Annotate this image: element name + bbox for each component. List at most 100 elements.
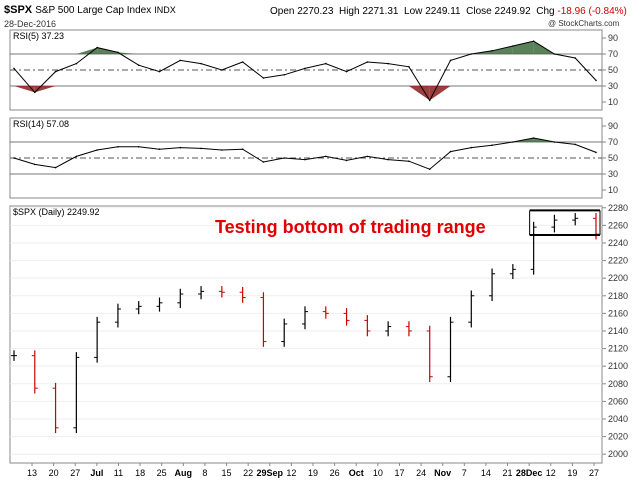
rsi-point	[324, 62, 327, 65]
y-tick-label: 2020	[608, 432, 628, 442]
y-tick-label: 90	[608, 121, 618, 131]
rsi-point	[574, 57, 577, 59]
x-tick-label: Oct	[349, 468, 364, 478]
close-value: 2249.92	[494, 6, 531, 17]
y-tick-label: 2260	[608, 220, 628, 230]
y-tick-label: 2180	[608, 291, 628, 301]
rsi-point	[428, 168, 431, 170]
y-tick-label: 2100	[608, 361, 628, 371]
oversold-fill	[429, 86, 451, 101]
rsi-point	[408, 66, 410, 68]
y-tick-label: 2280	[608, 203, 628, 213]
y-tick-label: 70	[608, 137, 618, 147]
x-tick-label: 7	[462, 468, 467, 478]
x-tick-label: 19	[308, 468, 318, 478]
rsi-point	[75, 155, 78, 158]
x-tick-label: 12	[286, 468, 296, 478]
rsi-point	[221, 149, 223, 151]
overbought-fill	[117, 52, 139, 54]
y-tick-label: 10	[608, 97, 618, 107]
x-tick-label: 19	[567, 468, 577, 478]
ohlc-readout: Open 2270.23 High 2271.31 Low 2249.11 Cl…	[270, 6, 627, 17]
rsi-point	[179, 59, 182, 62]
x-tick-label: 26	[330, 468, 340, 478]
x-tick-label: 22	[243, 468, 253, 478]
x-tick-label: 21	[503, 468, 513, 478]
open-value: 2270.23	[297, 6, 334, 17]
rsi-point	[33, 91, 36, 94]
panel-legend: RSI(14) 57.08	[13, 119, 69, 129]
rsi-point	[470, 146, 473, 149]
rsi-point	[449, 150, 452, 153]
x-tick-label: 24	[416, 468, 426, 478]
y-tick-label: 50	[608, 65, 618, 75]
x-tick-label: 13	[27, 468, 37, 478]
y-tick-label: 2160	[608, 308, 628, 318]
panel-legend: RSI(5) 37.23	[13, 31, 64, 41]
rsi-point	[200, 147, 202, 150]
rsi-point	[408, 160, 410, 162]
x-tick-label: 25	[157, 468, 167, 478]
rsi-point	[33, 163, 36, 166]
rsi-point	[13, 67, 15, 70]
rsi-point	[449, 59, 452, 62]
y-tick-label: 70	[608, 49, 618, 59]
rsi-point	[96, 149, 98, 151]
x-tick-label: 15	[222, 468, 232, 478]
rsi-point	[304, 67, 306, 70]
y-tick-label: 10	[608, 185, 618, 195]
rsi-point	[512, 141, 514, 143]
rsi-point	[54, 70, 57, 73]
annotation-text: Testing bottom of trading range	[215, 217, 486, 237]
rsi-point	[428, 99, 431, 102]
y-tick-label: 2040	[608, 414, 628, 424]
x-tick-label: 8	[202, 468, 207, 478]
change-value: -18.96 (-0.84%)	[557, 6, 627, 17]
y-tick-label: 2000	[608, 449, 628, 459]
rsi-point	[200, 62, 202, 65]
rsi-point	[262, 161, 265, 163]
rsi-point	[512, 45, 514, 47]
rsi-point	[470, 53, 473, 55]
rsi-point	[221, 69, 223, 71]
rsi-point	[387, 62, 389, 65]
rsi-point	[241, 61, 244, 63]
panel-legend: $SPX (Daily) 2249.92	[13, 207, 100, 217]
y-tick-label: 2240	[608, 238, 628, 248]
y-tick-label: 90	[608, 33, 618, 43]
x-tick-label: Aug	[175, 468, 193, 478]
rsi-point	[345, 70, 348, 73]
rsi-point	[595, 79, 597, 82]
rsi-point	[574, 143, 577, 146]
rsi-point	[345, 159, 348, 162]
y-tick-label: 2060	[608, 396, 628, 406]
x-tick-label: 10	[373, 468, 383, 478]
x-tick-label: 18	[135, 468, 145, 478]
x-tick-label: 28Dec	[516, 468, 543, 478]
rsi-point	[241, 148, 244, 150]
y-tick-label: 2120	[608, 344, 628, 354]
rsi-point	[117, 51, 119, 54]
rsi-point	[179, 146, 182, 149]
rsi-point	[283, 74, 286, 76]
rsi14-panel: 10 30 50 70 90 RSI(14) 57.08	[9, 117, 618, 199]
y-tick-label: 2080	[608, 379, 628, 389]
rsi-point	[387, 158, 389, 161]
rsi-point	[283, 157, 286, 159]
oversold-fill	[14, 86, 35, 93]
overbought-fill	[76, 47, 98, 54]
rsi-point	[75, 62, 78, 65]
x-tick-label: 12	[546, 468, 556, 478]
rsi-point	[324, 155, 327, 158]
rsi-point	[553, 53, 556, 55]
symbol: $SPX	[4, 4, 33, 16]
x-tick-label: Nov	[434, 468, 451, 478]
overbought-fill	[512, 41, 534, 54]
watermark: @ StockCharts.com	[548, 19, 620, 28]
rsi-point	[158, 148, 161, 150]
chart-date: 28-Dec-2016	[4, 19, 57, 29]
x-tick-label: 17	[394, 468, 404, 478]
chart-title: $SPX S&P 500 Large Cap Index INDX	[4, 4, 176, 16]
